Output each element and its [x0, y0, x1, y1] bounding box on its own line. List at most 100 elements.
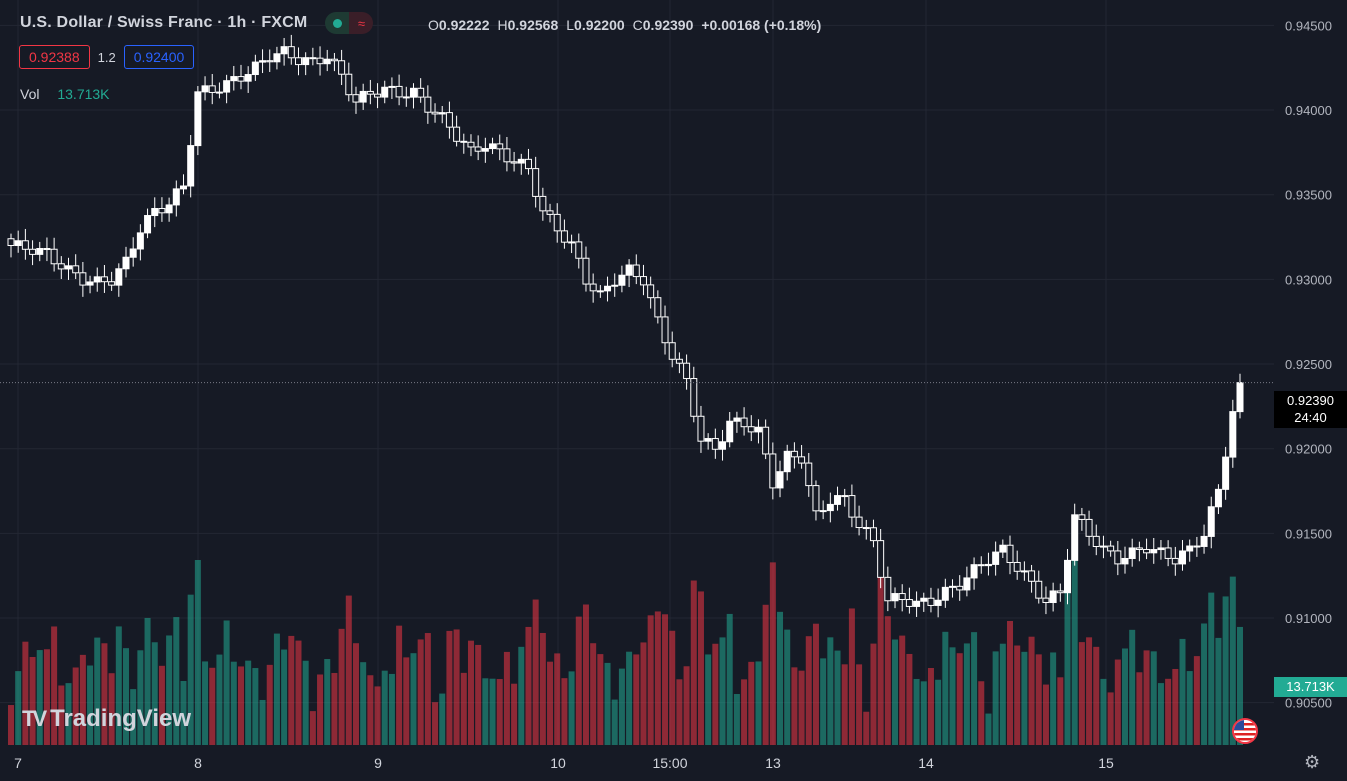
gear-icon[interactable]: ⚙: [1304, 752, 1321, 772]
volume-bar: [446, 630, 453, 745]
volume-bar: [1007, 620, 1014, 745]
volume-bar: [65, 683, 72, 745]
tradingview-logo[interactable]: TV TradingView: [22, 705, 191, 733]
volume-bar: [805, 636, 812, 745]
price-tick-label: 0.94000: [1285, 103, 1332, 118]
time-tick-label: 9: [374, 755, 382, 771]
buy-button[interactable]: 0.92400: [123, 45, 195, 69]
candle-body: [309, 57, 317, 60]
volume-bar: [187, 594, 194, 745]
volume-bar: [719, 637, 726, 745]
candle-body: [568, 241, 576, 244]
market-open-icon[interactable]: [325, 12, 350, 34]
volume-bar: [1201, 623, 1208, 745]
volume-bar: [1093, 646, 1100, 745]
price-tick-label: 0.92000: [1285, 442, 1332, 457]
volume-bar: [309, 711, 316, 745]
candle-body: [510, 161, 518, 164]
open-value: 0.92222: [438, 17, 490, 33]
volume-bar: [647, 615, 654, 745]
volume-bar: [1114, 659, 1121, 745]
volume-bar: [259, 699, 266, 745]
candle-body: [72, 265, 80, 274]
sell-button[interactable]: 0.92388: [19, 45, 90, 69]
candle-body: [798, 456, 806, 464]
symbol-title[interactable]: U.S. Dollar / Swiss Franc · 1h · FXCM: [20, 14, 308, 31]
candle-body: [144, 215, 152, 234]
candle-body: [402, 96, 410, 99]
volume-bar: [381, 670, 388, 745]
candle-body: [474, 146, 482, 152]
candle-body: [1236, 382, 1244, 413]
market-status-pill[interactable]: ≈: [325, 12, 374, 34]
time-tick-label: 10: [550, 755, 566, 771]
volume-bar: [1129, 629, 1136, 745]
volume-bar: [72, 667, 79, 745]
candle-body: [560, 230, 568, 243]
volume-bar: [489, 678, 496, 745]
candle-body: [287, 46, 295, 59]
candle-body: [1200, 535, 1208, 547]
candle-body: [1092, 535, 1100, 547]
candle-body: [1128, 547, 1136, 559]
volume-bar: [58, 685, 65, 745]
volume-bar: [1179, 638, 1186, 745]
volume-bar: [1165, 678, 1172, 745]
volume-bar: [1035, 654, 1042, 745]
candle-body: [733, 417, 741, 422]
volume-bar: [705, 654, 712, 745]
candle-body: [208, 85, 216, 93]
volume-bar: [956, 653, 963, 745]
volume-bar: [575, 616, 582, 745]
candle-body: [783, 450, 791, 473]
candle-body: [740, 417, 748, 428]
volume-bar: [266, 664, 273, 745]
candle-body: [345, 73, 353, 96]
volume-bar: [935, 679, 942, 745]
candle-body: [194, 91, 202, 147]
volume-bar: [216, 654, 223, 745]
volume-bar: [532, 599, 539, 745]
candle-body: [201, 85, 209, 93]
candle-body: [675, 358, 683, 364]
volume-value: 13.713K: [57, 86, 110, 102]
volume-legend[interactable]: Vol 13.713K: [20, 86, 110, 102]
candle-body: [302, 57, 310, 66]
candle-body: [453, 126, 461, 142]
volume-bar: [784, 629, 791, 745]
candle-body: [747, 426, 755, 433]
volume-bar: [1222, 596, 1229, 745]
candle-body: [136, 232, 144, 250]
candle-body: [395, 85, 403, 98]
candle-body: [1013, 561, 1021, 572]
volume-bar: [1028, 636, 1035, 745]
volume-bar: [1193, 656, 1200, 745]
trade-panel: 0.92388 1.2 0.92400: [19, 45, 195, 69]
volume-bar: [1150, 651, 1157, 745]
wave-icon[interactable]: ≈: [349, 12, 374, 34]
time-tick-label: 15:00: [652, 755, 687, 771]
candle-body: [891, 593, 899, 602]
candle-body: [1107, 545, 1115, 552]
candle-body: [963, 577, 971, 591]
volume-bar: [202, 661, 209, 745]
volume-bar: [51, 626, 58, 745]
volume-bar: [396, 625, 403, 745]
volume-bar: [604, 662, 611, 745]
volume-bar: [166, 635, 173, 745]
us-flag-icon[interactable]: [1232, 718, 1258, 744]
volume-bar: [503, 651, 510, 745]
volume-bar: [561, 678, 568, 745]
candle-body: [683, 362, 691, 380]
candle-body: [1035, 580, 1043, 599]
volume-bar: [590, 643, 597, 745]
candle-body: [639, 276, 647, 286]
volume-bar: [417, 639, 424, 745]
candle-body: [582, 257, 590, 285]
price-tick-label: 0.90500: [1285, 696, 1332, 711]
candle-body: [1179, 550, 1187, 565]
volume-bar: [360, 662, 367, 745]
candle-body: [834, 495, 842, 505]
candle-body: [86, 281, 94, 286]
